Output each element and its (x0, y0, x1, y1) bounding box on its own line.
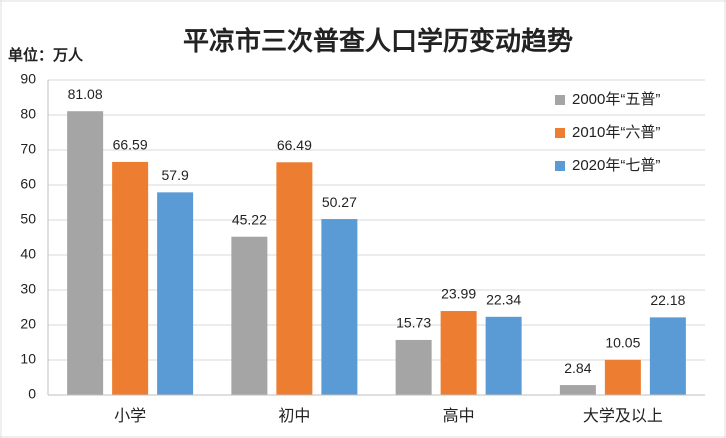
legend-swatch (555, 161, 565, 171)
legend-label: 2000年“五普” (572, 91, 660, 108)
legend-swatch (555, 128, 565, 138)
data-label: 22.18 (650, 292, 685, 308)
data-label: 2.84 (564, 360, 591, 376)
y-tick-label: 80 (20, 106, 36, 122)
y-tick-label: 10 (20, 351, 36, 367)
y-tick-label: 30 (20, 281, 36, 297)
y-tick-label: 0 (28, 386, 36, 402)
data-label: 66.49 (277, 137, 312, 153)
data-label: 15.73 (396, 315, 431, 331)
bar (604, 359, 641, 395)
legend-label: 2010年“六普” (572, 124, 660, 141)
data-label: 45.22 (232, 211, 267, 227)
x-tick-label: 大学及以上 (583, 407, 663, 425)
bar (276, 162, 313, 395)
chart-title: 平凉市三次普查人口学历变动趋势 (183, 26, 573, 56)
unit-label: 单位：万人 (8, 46, 84, 64)
bar (67, 111, 104, 395)
bar (395, 339, 432, 395)
bar (559, 385, 596, 395)
y-tick-label: 70 (20, 141, 36, 157)
x-tick-label: 高中 (443, 407, 475, 425)
bar (649, 317, 686, 395)
data-label: 57.9 (162, 167, 189, 183)
x-tick-label: 初中 (278, 407, 310, 425)
y-tick-label: 20 (20, 316, 36, 332)
bar (231, 236, 268, 395)
data-label: 22.34 (486, 292, 521, 308)
bar (440, 311, 477, 395)
bar (485, 316, 522, 395)
x-tick-label: 小学 (114, 407, 146, 425)
data-label: 23.99 (441, 286, 476, 302)
legend-swatch (555, 95, 565, 105)
data-label: 81.08 (68, 86, 103, 102)
bar (321, 219, 358, 395)
y-tick-label: 60 (20, 176, 36, 192)
y-tick-label: 90 (20, 71, 36, 87)
bar (157, 192, 194, 395)
legend-label: 2020年“七普” (572, 157, 660, 174)
data-label: 66.59 (113, 137, 148, 153)
data-label: 50.27 (322, 194, 357, 210)
y-tick-label: 40 (20, 246, 36, 262)
data-label: 10.05 (605, 335, 640, 351)
bar (112, 161, 149, 395)
y-tick-label: 50 (20, 211, 36, 227)
